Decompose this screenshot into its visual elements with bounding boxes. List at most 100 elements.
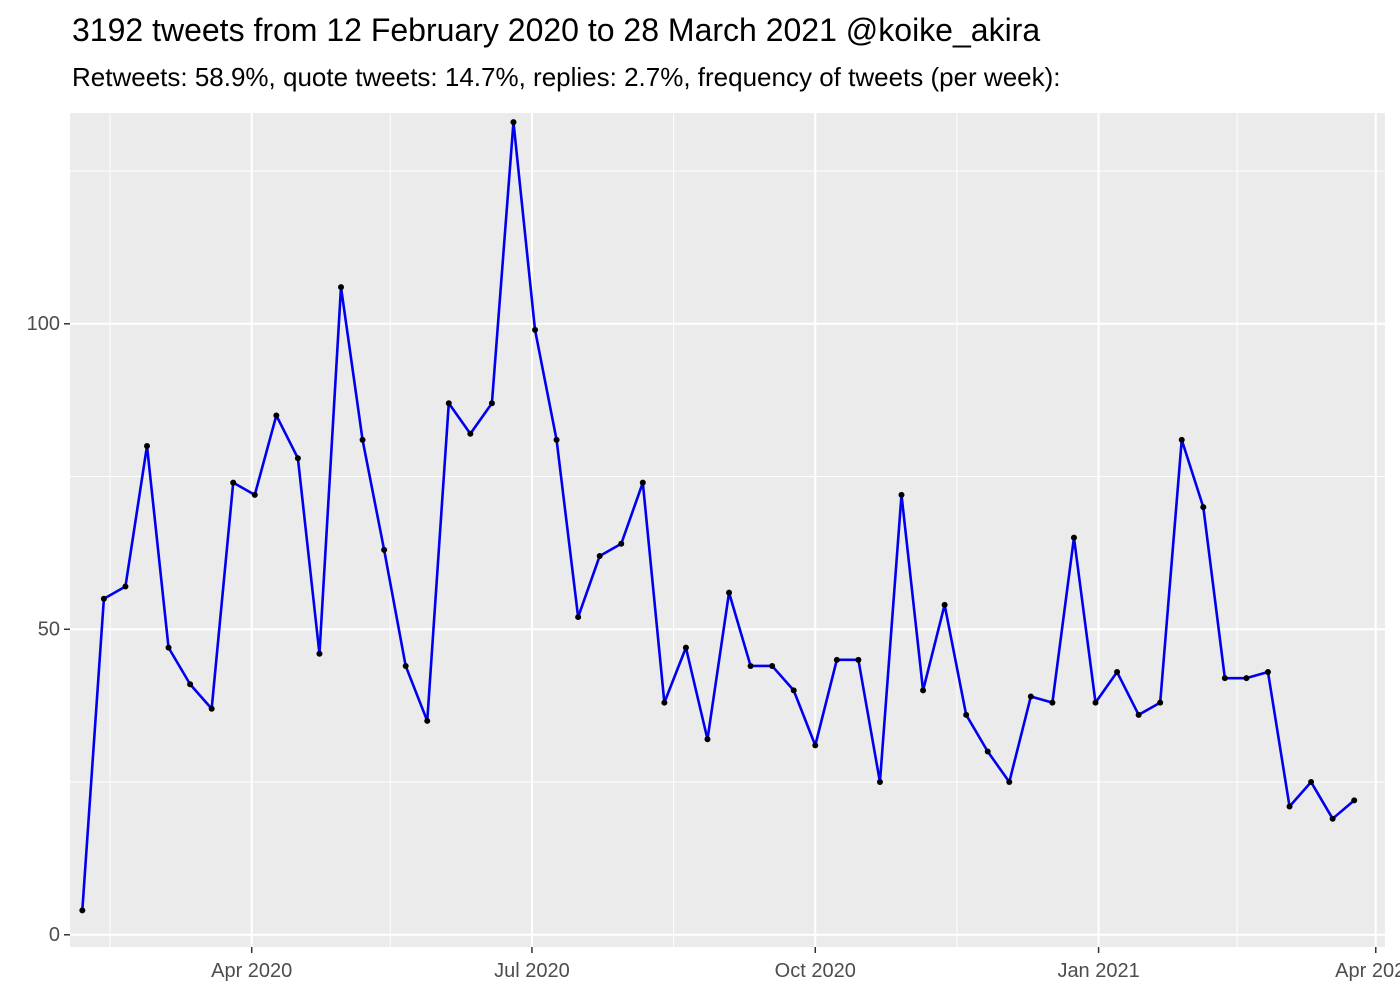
- series-line-segment: [770, 664, 796, 692]
- data-point: [251, 491, 258, 498]
- data-point: [682, 644, 689, 651]
- data-point: [338, 284, 345, 291]
- data-point: [704, 736, 711, 743]
- data-point: [1092, 699, 1099, 706]
- data-point: [1243, 675, 1250, 682]
- data-point: [833, 656, 840, 663]
- data-point: [1329, 815, 1336, 822]
- axis-ticks: [64, 323, 1377, 953]
- series-points: [79, 119, 1358, 914]
- series-line-segment: [943, 603, 968, 717]
- data-point: [122, 583, 129, 590]
- data-point: [381, 546, 388, 553]
- series-line-segment: [124, 444, 149, 588]
- minor-gridlines: [70, 113, 1385, 947]
- tick-labels: 0 50 100 Apr 2020 Jul 2020 Oct 2020 Jan 2021 Ap…: [27, 313, 1400, 982]
- series-line-segment: [1007, 695, 1033, 784]
- series-line-segment: [1202, 505, 1227, 680]
- series-line-segment: [102, 585, 127, 601]
- series-line-segment: [857, 658, 882, 784]
- series-line-segment: [188, 682, 213, 711]
- data-point: [1200, 504, 1207, 511]
- data-point: [1006, 779, 1013, 786]
- data-point: [575, 614, 582, 621]
- series-line-segment: [1072, 536, 1097, 704]
- series-line-segment: [878, 493, 903, 784]
- data-point: [532, 326, 539, 333]
- data-point: [1027, 693, 1034, 700]
- series-line-segment: [1051, 536, 1076, 704]
- series-line-segment: [425, 401, 451, 723]
- data-point: [1049, 699, 1056, 706]
- series-line-segment: [727, 591, 752, 668]
- data-point: [747, 662, 754, 669]
- plot-panel: [70, 113, 1385, 947]
- x-tick-label: Oct 2020: [775, 960, 856, 982]
- data-point: [488, 400, 495, 407]
- data-point: [1264, 669, 1271, 676]
- series-line-segment: [813, 658, 839, 747]
- series-line-segment: [275, 414, 300, 460]
- data-point: [618, 540, 625, 547]
- x-tick-label: Apr 2021: [1335, 960, 1400, 982]
- data-point: [898, 491, 905, 498]
- data-point: [1070, 534, 1077, 541]
- data-point: [316, 650, 323, 657]
- data-point: [359, 436, 366, 443]
- chart-subtitle: Retweets: 58.9%, quote tweets: 14.7%, re…: [72, 62, 1061, 92]
- data-point: [596, 552, 603, 559]
- series-line-segment: [900, 493, 925, 692]
- data-point: [402, 662, 409, 669]
- major-gridlines: [70, 113, 1385, 947]
- series-line-segment: [792, 689, 817, 747]
- data-point: [100, 595, 107, 602]
- series-line-segment: [1331, 799, 1356, 820]
- series-line-segment: [921, 603, 946, 692]
- y-tick-label: 50: [38, 618, 60, 640]
- data-point: [876, 779, 883, 786]
- data-point: [467, 430, 474, 437]
- series-line-segment: [469, 401, 494, 436]
- data-point: [790, 687, 797, 694]
- series-line-segment: [619, 481, 645, 546]
- series-line-segment: [145, 444, 170, 649]
- series-line-segment: [1115, 670, 1140, 717]
- series-line-segment: [1137, 701, 1162, 717]
- series-line-segment: [1309, 780, 1334, 820]
- series-line-segment: [663, 646, 688, 704]
- data-point: [208, 705, 215, 712]
- series-line-segment: [576, 554, 601, 619]
- series-line-segment: [1180, 438, 1205, 509]
- series-line-segment: [555, 438, 580, 619]
- data-point: [143, 442, 150, 449]
- series-line-segment: [512, 120, 537, 332]
- x-tick-label: Jul 2020: [494, 960, 570, 982]
- data-point: [1114, 669, 1121, 676]
- data-point: [812, 742, 819, 749]
- series-line-segment: [1245, 670, 1270, 680]
- series-line-segment: [382, 548, 407, 668]
- series-line-segment: [490, 120, 515, 405]
- data-point: [920, 687, 927, 694]
- data-point: [984, 748, 991, 755]
- series-line-segment: [318, 285, 343, 656]
- data-point: [79, 907, 86, 914]
- data-point: [1221, 675, 1228, 682]
- chart-title: 3192 tweets from 12 February 2020 to 28 …: [72, 12, 1041, 48]
- series-line-segment: [361, 438, 386, 552]
- data-point: [1308, 779, 1315, 786]
- series-line-segment: [1029, 695, 1054, 704]
- series-line-segment: [231, 481, 257, 497]
- data-point: [1178, 436, 1185, 443]
- data-point: [230, 479, 237, 486]
- series-line-segment: [986, 750, 1011, 784]
- data-point: [273, 412, 280, 419]
- data-point: [855, 656, 862, 663]
- data-point: [661, 699, 668, 706]
- data-point: [1286, 803, 1293, 810]
- series-line-segment: [339, 285, 364, 442]
- series-line-segment: [253, 414, 278, 497]
- series-line-segment: [1288, 780, 1313, 808]
- series-line-segment: [598, 542, 623, 558]
